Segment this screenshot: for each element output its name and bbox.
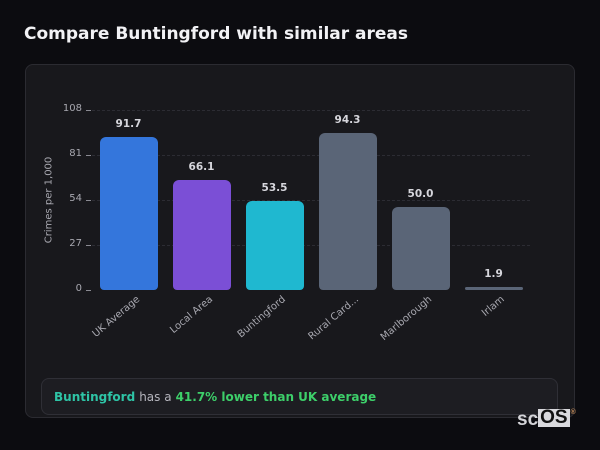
grid-line	[92, 110, 530, 111]
insight-area-name: Buntingford	[54, 389, 136, 404]
grid-line	[92, 155, 530, 156]
x-tick-label: Local Area	[167, 294, 215, 336]
grid-line	[92, 245, 530, 246]
page-title: Compare Buntingford with similar areas	[24, 24, 409, 44]
y-tick-label: 108	[62, 103, 82, 114]
y-tick-mark	[86, 155, 91, 156]
bar-value-label: 94.3	[334, 113, 361, 126]
x-tick-label: Rural Card...	[305, 294, 361, 343]
y-tick-label: 81	[69, 148, 82, 159]
bar-local-area[interactable]	[172, 179, 231, 290]
y-tick-label: 54	[69, 193, 82, 204]
bar-value-label: 91.7	[115, 118, 142, 131]
bar-rural-card[interactable]	[318, 132, 377, 290]
bar-value-label: 50.0	[407, 187, 434, 200]
bar-uk-average[interactable]	[99, 137, 158, 290]
y-tick-mark	[86, 245, 91, 246]
bar-buntingford[interactable]	[245, 200, 304, 290]
insight-stat: 41.7% lower than UK average	[175, 389, 377, 404]
x-tick-label: Irlam	[479, 294, 507, 319]
logo-boxed-text: OS	[538, 407, 570, 428]
bar-value-label: 1.9	[484, 267, 503, 280]
bar-value-label: 66.1	[188, 160, 215, 173]
y-tick-label: 0	[75, 283, 82, 294]
bar-irlam[interactable]	[464, 286, 523, 290]
y-tick-mark	[86, 200, 91, 201]
y-tick-label: 27	[69, 238, 82, 249]
logo-prefix: sc	[517, 409, 539, 430]
bar-value-label: 53.5	[261, 181, 288, 194]
bar-marlborough[interactable]	[391, 206, 450, 290]
y-tick-mark	[86, 290, 91, 291]
scos-watermark-logo: sc OS ®	[517, 407, 576, 431]
insight-banner: Buntingford has a 41.7% lower than UK av…	[41, 378, 558, 415]
insight-connector: has a	[139, 389, 172, 404]
x-tick-label: Marlborough	[378, 294, 434, 344]
registered-icon: ®	[570, 409, 576, 416]
x-tick-label: UK Average	[90, 294, 142, 340]
y-tick-mark	[86, 110, 91, 111]
grid-line	[92, 200, 530, 201]
x-tick-label: Buntingford	[235, 294, 288, 341]
